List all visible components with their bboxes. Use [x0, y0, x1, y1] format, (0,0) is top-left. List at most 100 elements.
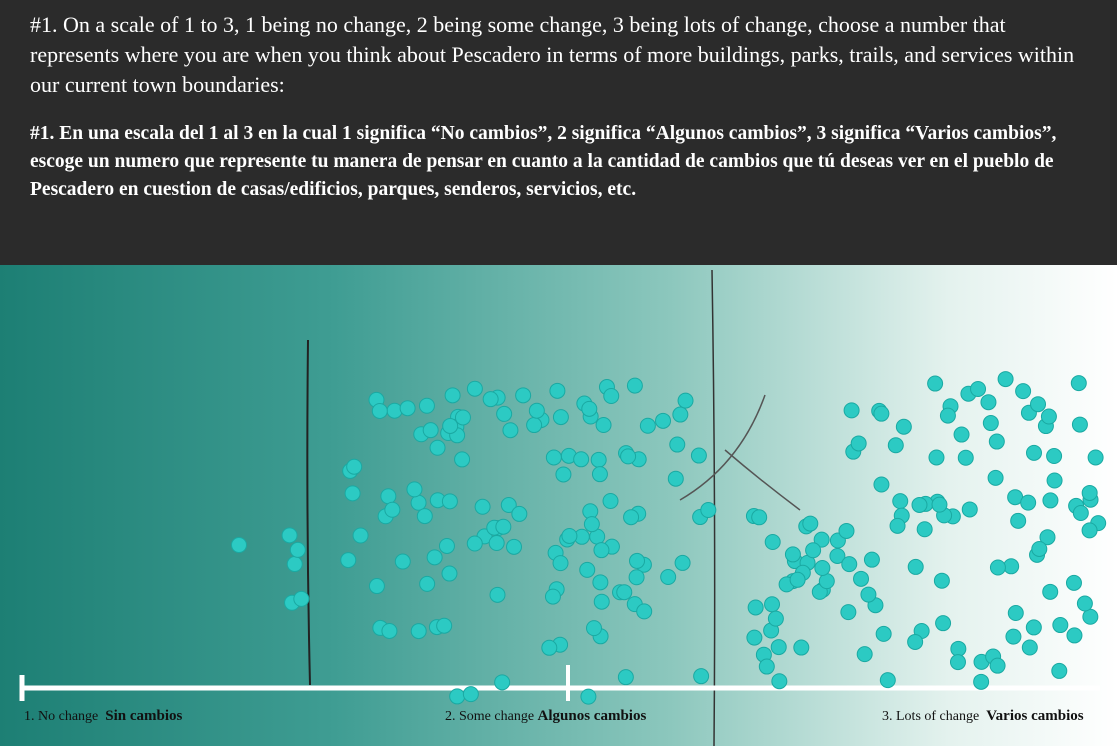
vote-dot [463, 687, 478, 702]
vote-dot [621, 449, 636, 464]
vote-dot [1021, 495, 1036, 510]
vote-dot [442, 566, 457, 581]
vote-dot [1052, 663, 1067, 678]
vote-dot [420, 576, 435, 591]
vote-dot [912, 497, 927, 512]
vote-dot [929, 450, 944, 465]
vote-dot [596, 418, 611, 433]
vote-dot [562, 528, 577, 543]
vote-dot [768, 611, 783, 626]
vote-dot [550, 383, 565, 398]
vote-dot [954, 427, 969, 442]
vote-dot [411, 624, 426, 639]
vote-dot [928, 376, 943, 391]
vote-dot [842, 557, 857, 572]
vote-dot [851, 436, 866, 451]
vote-dot [1066, 575, 1081, 590]
vote-dot [1004, 559, 1019, 574]
vote-dot [445, 388, 460, 403]
label-en: 1. No change [24, 709, 98, 724]
vote-dot [670, 437, 685, 452]
vote-dot [908, 634, 923, 649]
header: #1. On a scale of 1 to 3, 1 being no cha… [0, 0, 1117, 265]
vote-dot [1008, 606, 1023, 621]
vote-dot [287, 557, 302, 572]
vote-dot [467, 536, 482, 551]
vote-dot [950, 655, 965, 670]
scale-label: 2. Some change Algunos cambios [445, 708, 646, 725]
vote-dot [439, 538, 454, 553]
vote-dot [430, 440, 445, 455]
vote-dot [989, 434, 1004, 449]
vote-dot [675, 555, 690, 570]
vote-dot [936, 616, 951, 631]
vote-dot [381, 489, 396, 504]
vote-dot [962, 502, 977, 517]
vote-dot [998, 372, 1013, 387]
vote-dot [594, 543, 609, 558]
vote-dot [1072, 417, 1087, 432]
vote-dot [603, 494, 618, 509]
vote-dot [437, 618, 452, 633]
vote-dot [372, 403, 387, 418]
vote-dot [844, 403, 859, 418]
vote-dot [971, 382, 986, 397]
vote-dot [640, 418, 655, 433]
vote-dot [455, 452, 470, 467]
vote-dot [489, 536, 504, 551]
vote-dot [637, 604, 652, 619]
vote-dot [951, 641, 966, 656]
vote-dot [864, 552, 879, 567]
label-en: 3. Lots of change [882, 709, 979, 724]
vote-dot [854, 571, 869, 586]
vote-dot [545, 589, 560, 604]
vote-dot [512, 506, 527, 521]
vote-dot [1032, 541, 1047, 556]
vote-dot [231, 537, 246, 552]
vote-dot [908, 559, 923, 574]
vote-dot [874, 406, 889, 421]
vote-dot [888, 438, 903, 453]
vote-dot [661, 570, 676, 585]
vote-dot [618, 670, 633, 685]
vote-dot [691, 448, 706, 463]
vote-dot [353, 528, 368, 543]
vote-dot [771, 640, 786, 655]
divider-line [307, 340, 310, 685]
label-en: 2. Some change [445, 709, 534, 724]
vote-dot [673, 407, 688, 422]
vote-dot [497, 406, 512, 421]
vote-dot [1047, 449, 1062, 464]
vote-dot [880, 673, 895, 688]
vote-dot [593, 575, 608, 590]
vote-dot [385, 502, 400, 517]
vote-dot [983, 416, 998, 431]
vote-dot [752, 510, 767, 525]
vote-dot [1031, 397, 1046, 412]
label-es: Algunos cambios [538, 708, 647, 724]
vote-dot [668, 471, 683, 486]
vote-dot [861, 587, 876, 602]
vote-dot [765, 597, 780, 612]
vote-dot [629, 570, 644, 585]
vote-dot [586, 621, 601, 636]
vote-dot [1016, 384, 1031, 399]
vote-dot [765, 534, 780, 549]
vote-dot [417, 509, 432, 524]
vote-dot [934, 573, 949, 588]
vote-dot [1077, 596, 1092, 611]
vote-dot [592, 467, 607, 482]
vote-dot [556, 467, 571, 482]
vote-dot [1047, 473, 1062, 488]
vote-dot [785, 547, 800, 562]
label-es: Varios cambios [986, 708, 1083, 724]
vote-dot [495, 675, 510, 690]
vote-dot [507, 539, 522, 554]
vote-dot [1041, 409, 1056, 424]
vote-dot [806, 543, 821, 558]
vote-dot [874, 477, 889, 492]
vote-dot [467, 381, 482, 396]
vote-dot [496, 519, 511, 534]
vote-dot [427, 550, 442, 565]
vote-dot [990, 658, 1005, 673]
